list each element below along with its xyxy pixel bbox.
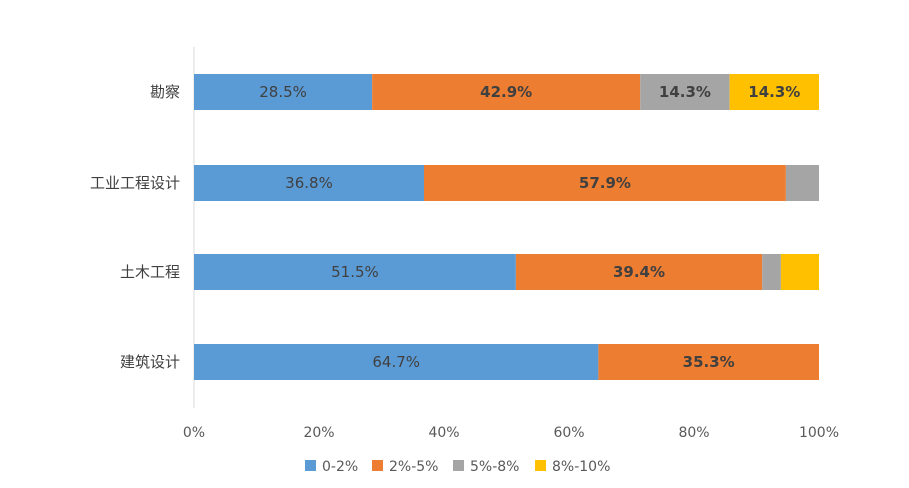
legend-swatch <box>453 460 464 471</box>
x-tick-label: 100% <box>799 425 839 441</box>
legend-label: 2%-5% <box>389 459 438 475</box>
data-label: 28.5% <box>259 83 307 101</box>
x-tick-label: 0% <box>183 425 205 441</box>
bar-segment <box>372 74 641 110</box>
data-label: 36.8% <box>285 174 333 192</box>
legend-label: 8%-10% <box>552 459 610 475</box>
bar-segment <box>194 74 373 110</box>
bar-segment <box>780 254 819 290</box>
legend-swatch <box>535 460 546 471</box>
bar-segment <box>194 165 424 201</box>
category-label: 勘察 <box>150 83 180 101</box>
category-label: 土木工程 <box>120 263 180 281</box>
data-label: 42.9% <box>480 83 532 101</box>
data-label: 14.3% <box>748 83 800 101</box>
data-label: 64.7% <box>372 353 420 371</box>
bar-segment <box>515 254 763 290</box>
bar-segment <box>194 254 516 290</box>
legend-swatch <box>305 460 316 471</box>
bar-segment <box>598 344 819 380</box>
legend-swatch <box>372 460 383 471</box>
category-label: 建筑设计 <box>120 353 180 371</box>
legend-label: 0-2% <box>322 459 358 475</box>
x-tick-label: 40% <box>428 425 459 441</box>
bar-segment <box>785 165 819 201</box>
data-label: 57.9% <box>579 174 631 192</box>
data-label: 51.5% <box>331 263 379 281</box>
data-label: 35.3% <box>683 353 735 371</box>
x-tick-label: 20% <box>303 425 334 441</box>
category-label: 工业工程设计 <box>90 174 180 192</box>
bar-segment <box>640 74 730 110</box>
data-label: 39.4% <box>613 263 665 281</box>
x-tick-label: 60% <box>553 425 584 441</box>
legend-label: 5%-8% <box>470 459 519 475</box>
bar-segment <box>194 344 599 380</box>
bar-segment <box>424 165 786 201</box>
bar-segment <box>729 74 819 110</box>
x-tick-label: 80% <box>678 425 709 441</box>
bar-segment <box>762 254 781 290</box>
data-label: 14.3% <box>659 83 711 101</box>
